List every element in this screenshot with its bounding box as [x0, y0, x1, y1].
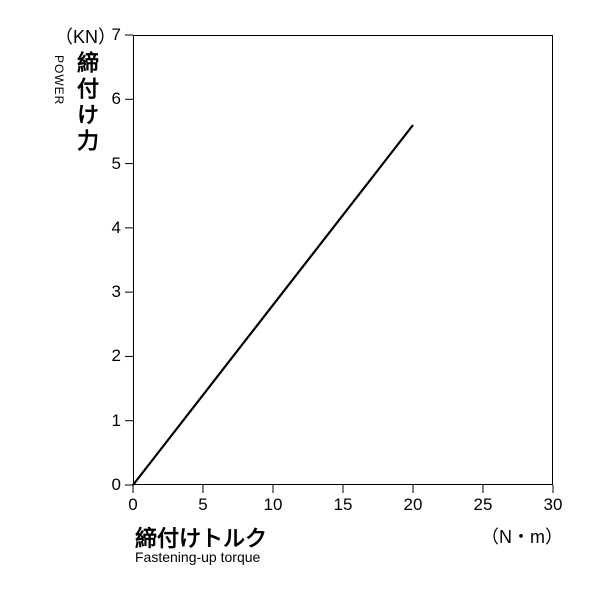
y-tick-label: 5	[91, 154, 121, 174]
y-tick-label: 2	[91, 346, 121, 366]
x-axis-label-en: Fastening-up torque	[135, 549, 260, 565]
x-tick-label: 15	[328, 495, 358, 515]
y-tick-label: 0	[91, 475, 121, 495]
chart-container: 01234567 051015202530 （KN） （N・m） 締付け力 PO…	[0, 0, 600, 600]
y-axis-label-en: POWER	[53, 55, 65, 105]
x-tick-label: 30	[538, 495, 568, 515]
y-tick-label: 3	[91, 282, 121, 302]
x-tick-label: 25	[468, 495, 498, 515]
x-tick-label: 10	[258, 495, 288, 515]
y-axis-label-jp: 締付け力	[75, 51, 97, 155]
y-tick-label: 4	[91, 218, 121, 238]
y-tick-label: 1	[91, 411, 121, 431]
x-axis-unit: （N・m）	[481, 523, 563, 549]
x-tick-label: 0	[118, 495, 148, 515]
x-tick-label: 5	[188, 495, 218, 515]
series-line	[133, 125, 413, 485]
x-tick-label: 20	[398, 495, 428, 515]
y-axis-unit: （KN）	[55, 23, 116, 49]
